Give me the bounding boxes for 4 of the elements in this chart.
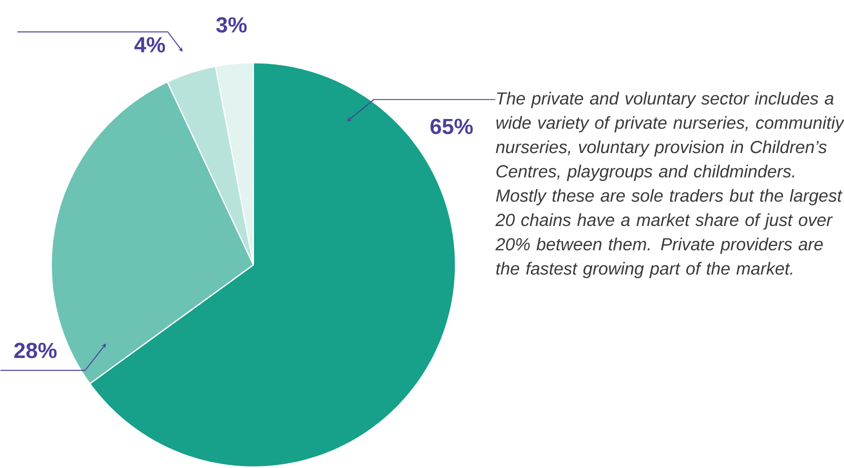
data-label: 65%	[430, 118, 473, 134]
data-label: 4%	[134, 37, 166, 53]
data-label: 3%	[216, 17, 247, 33]
data-label: 28%	[14, 342, 57, 358]
